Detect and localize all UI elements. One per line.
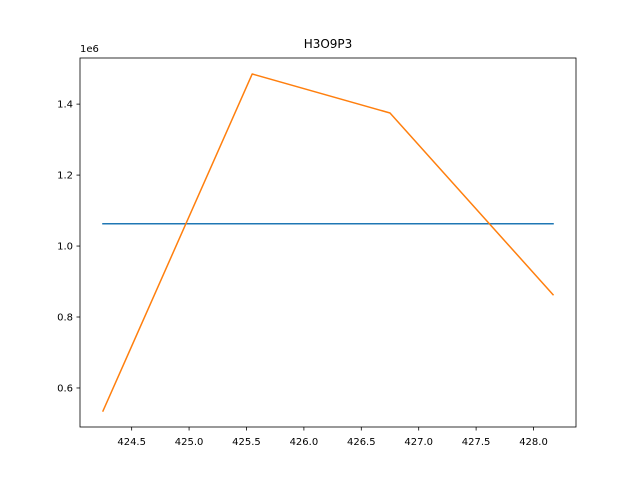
y-tick-label: 1.2 [57, 171, 73, 182]
x-axis: 424.5 425.0 425.5 426.0 426.5 427.0 427.5 428.0 [117, 427, 548, 448]
x-tick-label: 426.5 [347, 437, 376, 448]
series-line-2 [101, 73, 555, 413]
chart-title: H3O9P3 [304, 37, 353, 51]
x-tick-label: 425.0 [175, 437, 204, 448]
x-tick-label: 425.5 [232, 437, 261, 448]
x-tick-label: 426.0 [290, 437, 319, 448]
x-tick-label: 428.0 [519, 437, 548, 448]
x-tick-label: 427.0 [404, 437, 433, 448]
y-tick-label: 1.4 [57, 100, 73, 111]
axes-frame [79, 57, 577, 428]
y-tick-label: 0.8 [57, 313, 73, 324]
y-tick-label: 1.0 [57, 242, 73, 253]
x-tick-label: 427.5 [462, 437, 491, 448]
y-tick-label: 0.6 [57, 383, 73, 394]
plot-content [101, 73, 555, 413]
y-offset-label: 1e6 [80, 44, 99, 55]
y-axis: 0.6 0.8 1.0 1.2 1.4 [57, 100, 80, 394]
x-tick-label: 424.5 [117, 437, 146, 448]
